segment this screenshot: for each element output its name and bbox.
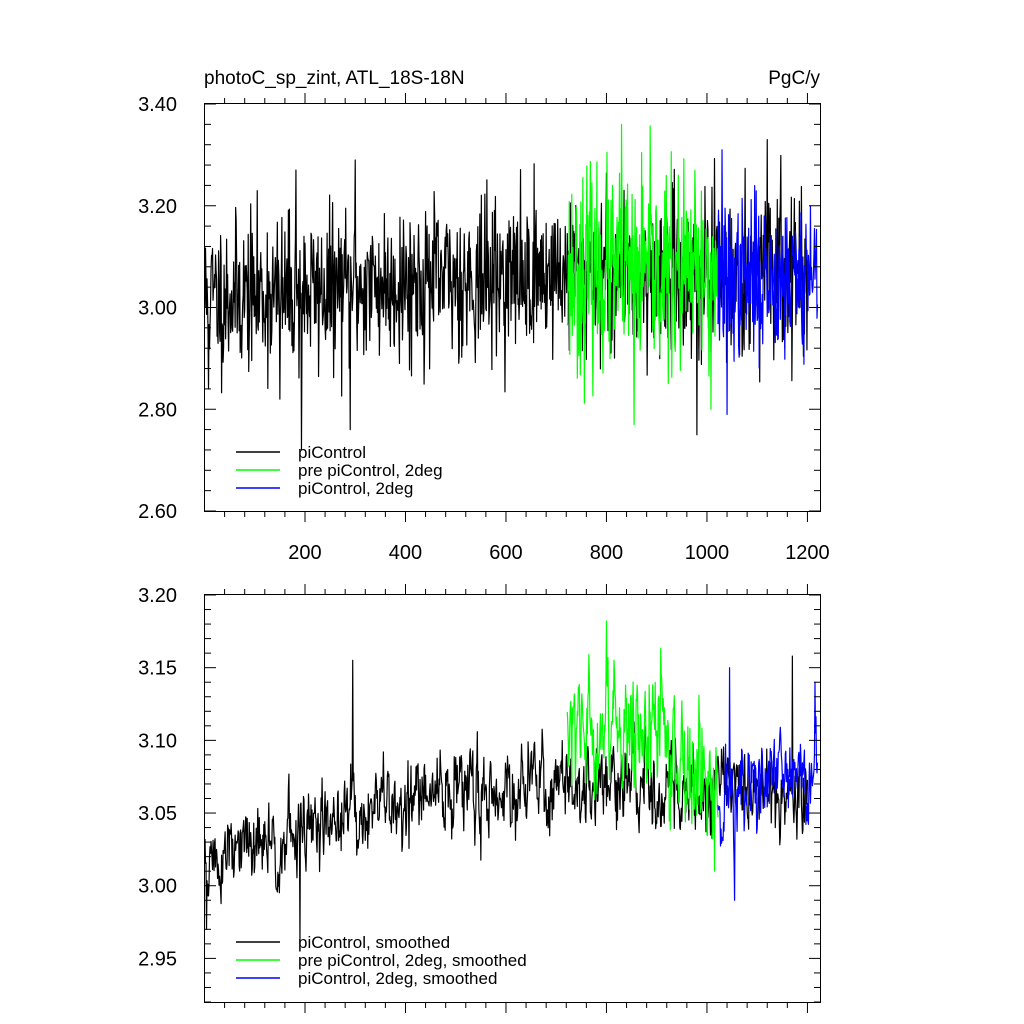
top-panel: photoC_sp_zint, ATL_18S-18N PgC/y 2.602.… <box>138 68 830 564</box>
y-tick-label: 3.05 <box>138 803 177 825</box>
y-tick-label: 3.15 <box>138 658 177 680</box>
top-panel-series <box>204 123 819 451</box>
y-tick-label: 2.60 <box>138 501 177 523</box>
x-tick-label: 200 <box>288 542 321 564</box>
x-tick-label: 1000 <box>685 542 730 564</box>
top-panel-ticks: 2.60 2.80 3.00 3.20 3.40 200 400 600 800 1000 1200 <box>138 93 830 564</box>
bottom-panel-axes-frame <box>204 594 821 1003</box>
legend-label-3: piControl, 2deg, smoothed <box>298 969 497 988</box>
y-tick-label: 3.40 <box>138 94 177 116</box>
top-panel-units: PgC/y <box>768 68 820 89</box>
bottom-panel-series <box>204 620 819 945</box>
y-tick-label: 3.00 <box>138 298 177 320</box>
x-tick-label: 1200 <box>785 542 830 564</box>
bottom-panel: 2.95 3.00 3.05 3.10 3.15 3.20 piControl, smoo… <box>138 584 821 1013</box>
top-panel-title: photoC_sp_zint, ATL_18S-18N <box>204 68 465 89</box>
legend-label-2: pre piControl, 2deg, smoothed <box>298 951 527 970</box>
y-tick-label: 2.95 <box>138 948 177 970</box>
legend-label-1: piControl <box>298 443 366 462</box>
legend-label-3: piControl, 2deg <box>298 479 413 498</box>
y-tick-label: 3.00 <box>138 876 177 898</box>
series-line-3 <box>717 667 819 901</box>
y-tick-label: 3.10 <box>138 730 177 752</box>
series-line-2 <box>566 123 719 426</box>
series-line-3 <box>717 149 819 415</box>
y-tick-label: 3.20 <box>138 585 177 607</box>
legend-label-1: piControl, smoothed <box>298 933 450 952</box>
x-tick-label: 400 <box>389 542 422 564</box>
x-tick-label: 800 <box>590 542 623 564</box>
series-line-2 <box>566 620 719 872</box>
top-panel-axes-frame <box>204 103 821 512</box>
y-tick-label: 3.20 <box>138 196 177 218</box>
x-tick-label: 600 <box>489 542 522 564</box>
legend-label-2: pre piControl, 2deg <box>298 461 443 480</box>
y-tick-label: 2.80 <box>138 399 177 421</box>
bottom-panel-ticks: 2.95 3.00 3.05 3.10 3.15 3.20 <box>138 584 820 1013</box>
